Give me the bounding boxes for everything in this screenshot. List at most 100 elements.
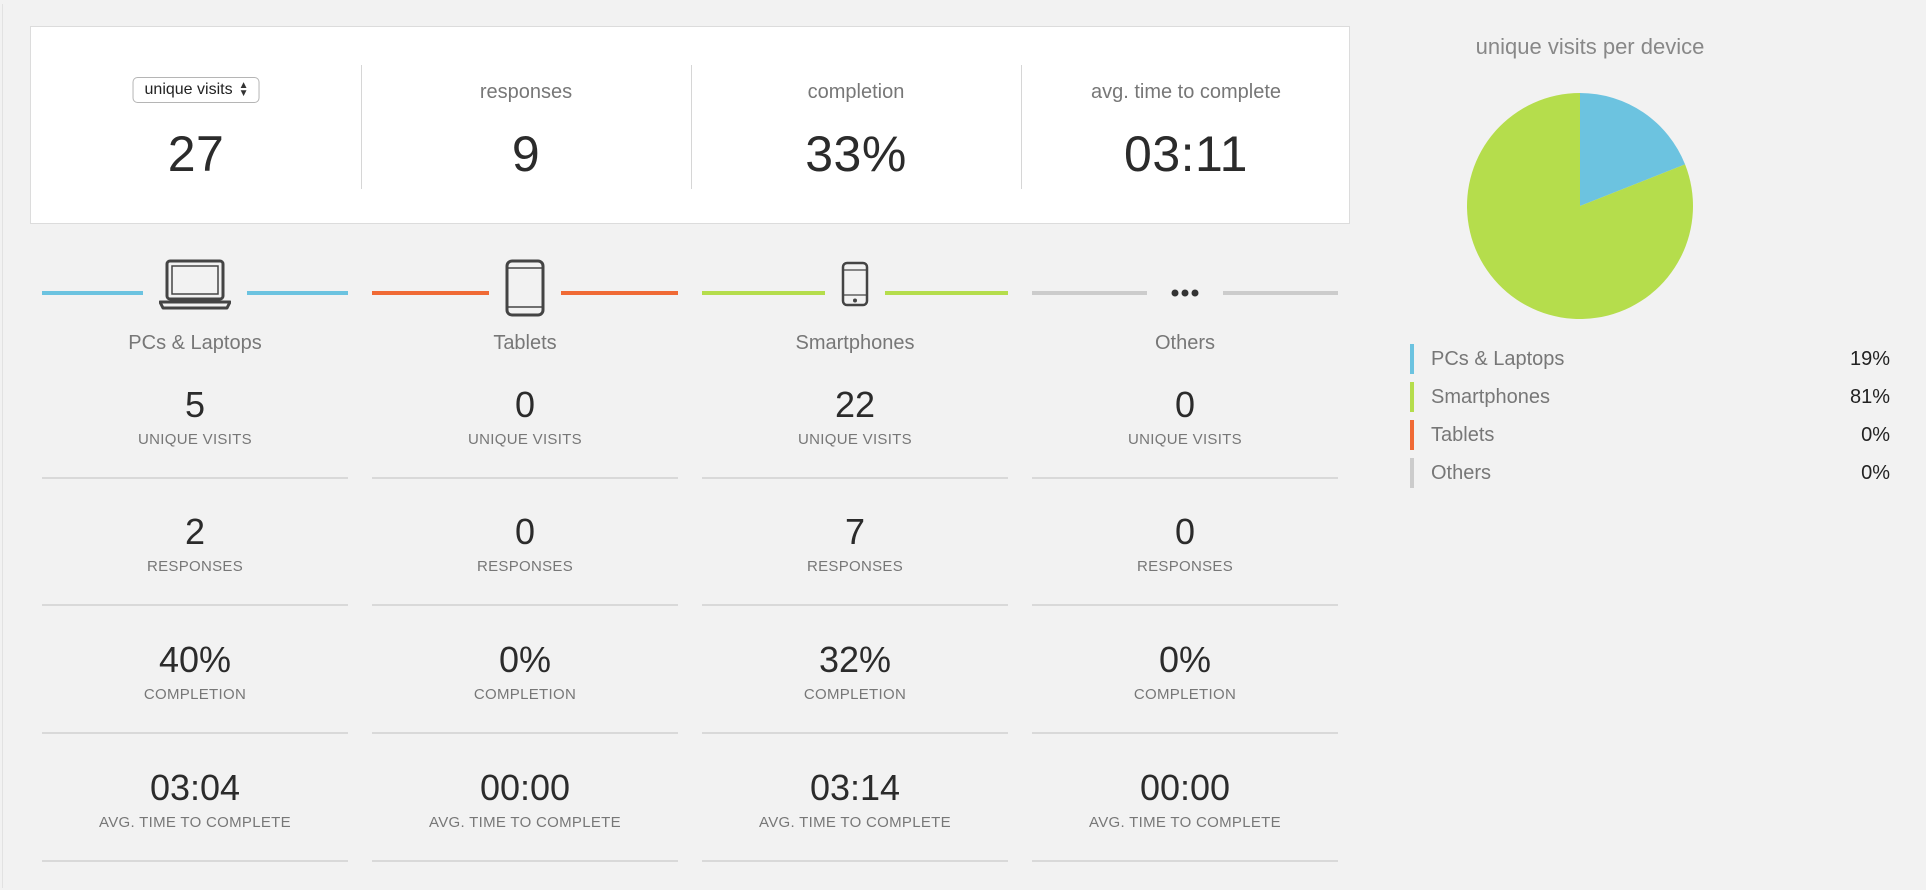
metric-value: 22 bbox=[834, 384, 876, 425]
device-metric-completion: 32% COMPLETION bbox=[702, 639, 1008, 734]
legend-value: 81% bbox=[1849, 386, 1890, 408]
metric-value: 0% bbox=[498, 639, 552, 680]
device-name: Others bbox=[1154, 332, 1216, 354]
metric-caption: AVG. TIME TO COMPLETE bbox=[99, 814, 291, 831]
metric-divider bbox=[1032, 477, 1338, 479]
metric-value: 0% bbox=[1158, 639, 1212, 680]
device-color-line bbox=[1223, 291, 1338, 295]
metric-divider bbox=[372, 732, 678, 734]
metric-divider bbox=[372, 477, 678, 479]
chart-legend: PCs & Laptops 19% Smartphones 81% Tablets 0% O… bbox=[1410, 342, 1890, 494]
device-metric-responses: 7 RESPONSES bbox=[702, 512, 1008, 606]
device-metric-completion: 0% COMPLETION bbox=[1032, 639, 1338, 734]
device-column-tablets: Tablets bbox=[372, 252, 678, 354]
summary-responses-label: responses bbox=[479, 81, 573, 103]
pie-slice-pcs-laptops bbox=[1580, 93, 1686, 206]
metric-divider bbox=[372, 860, 678, 862]
summary-avg-time-value: 03:11 bbox=[1124, 126, 1248, 182]
metric-caption: AVG. TIME TO COMPLETE bbox=[1089, 814, 1281, 831]
select-arrows-icon: ▲ ▼ bbox=[238, 79, 249, 99]
metric-divider bbox=[702, 477, 1008, 479]
metric-value: 00:00 bbox=[479, 767, 571, 808]
device-column-pcs-laptops: PCs & Laptops bbox=[42, 252, 348, 354]
device-color-line bbox=[561, 291, 678, 295]
summary-visits-value: 27 bbox=[167, 126, 225, 182]
summary-divider bbox=[1021, 65, 1022, 189]
metric-caption: RESPONSES bbox=[806, 558, 904, 575]
device-metric-completion: 40% COMPLETION bbox=[42, 639, 348, 734]
summary-visits: unique visits ▲ ▼ 27 bbox=[31, 27, 361, 223]
device-column-smartphones: Smartphones bbox=[702, 252, 1008, 354]
device-color-line bbox=[702, 291, 825, 295]
metric-caption: COMPLETION bbox=[473, 686, 577, 703]
legend-value: 0% bbox=[1861, 424, 1890, 446]
legend-swatch bbox=[1410, 420, 1414, 450]
device-icon-row bbox=[42, 252, 348, 332]
metric-value: 0 bbox=[1174, 511, 1196, 552]
device-color-line bbox=[247, 291, 348, 295]
legend-swatch bbox=[1410, 458, 1414, 488]
summary-avg-time-label: avg. time to complete bbox=[1090, 81, 1282, 103]
metric-divider bbox=[1032, 604, 1338, 606]
metric-caption: RESPONSES bbox=[476, 558, 574, 575]
legend-item-tablets: Tablets 0% bbox=[1410, 418, 1890, 456]
summary-divider bbox=[361, 65, 362, 189]
summary-completion-value: 33% bbox=[805, 126, 907, 182]
metric-divider bbox=[42, 732, 348, 734]
smartphone-icon bbox=[841, 261, 869, 312]
metric-caption: UNIQUE VISITS bbox=[138, 431, 252, 448]
device-column-others: Others bbox=[1032, 252, 1338, 354]
device-metric-avg-time: 00:00 AVG. TIME TO COMPLETE bbox=[372, 767, 678, 862]
metric-caption: RESPONSES bbox=[1136, 558, 1234, 575]
metric-value: 0 bbox=[514, 511, 536, 552]
metric-divider bbox=[702, 604, 1008, 606]
legend-value: 0% bbox=[1861, 462, 1890, 484]
metric-caption: AVG. TIME TO COMPLETE bbox=[759, 814, 951, 831]
metric-caption: COMPLETION bbox=[803, 686, 907, 703]
legend-label: Others bbox=[1431, 462, 1492, 484]
device-metric-unique-visits: 22 UNIQUE VISITS bbox=[702, 384, 1008, 479]
legend-item-others: Others 0% bbox=[1410, 456, 1890, 494]
device-color-line bbox=[372, 291, 489, 295]
summary-card: unique visits ▲ ▼ 27 responses 9 completio… bbox=[30, 26, 1350, 224]
metric-value: 03:14 bbox=[809, 767, 901, 808]
device-icon-row bbox=[372, 252, 678, 332]
device-name: PCs & Laptops bbox=[128, 332, 262, 354]
metric-divider bbox=[702, 860, 1008, 862]
summary-divider bbox=[691, 65, 692, 189]
metric-divider bbox=[42, 477, 348, 479]
metric-select[interactable]: unique visits ▲ ▼ bbox=[132, 77, 260, 103]
metric-caption: RESPONSES bbox=[146, 558, 244, 575]
device-metric-responses: 0 RESPONSES bbox=[1032, 511, 1338, 606]
device-metric-responses: 0 RESPONSES bbox=[372, 511, 678, 606]
legend-label: Smartphones bbox=[1431, 386, 1550, 408]
metric-caption: UNIQUE VISITS bbox=[468, 431, 582, 448]
device-icon-row bbox=[1032, 252, 1338, 332]
legend-swatch bbox=[1410, 344, 1414, 374]
device-metric-avg-time: 00:00 AVG. TIME TO COMPLETE bbox=[1032, 767, 1338, 862]
metric-caption: AVG. TIME TO COMPLETE bbox=[429, 814, 621, 831]
metric-caption: UNIQUE VISITS bbox=[798, 431, 912, 448]
metric-value: 00:00 bbox=[1139, 767, 1231, 808]
legend-item-smartphones: Smartphones 81% bbox=[1410, 380, 1890, 418]
device-name: Tablets bbox=[493, 332, 557, 354]
metric-value: 0 bbox=[1174, 384, 1196, 425]
metric-divider bbox=[42, 860, 348, 862]
metric-value: 5 bbox=[184, 384, 206, 425]
summary-responses: responses 9 bbox=[361, 27, 691, 223]
device-metric-avg-time: 03:04 AVG. TIME TO COMPLETE bbox=[42, 768, 348, 862]
metric-value: 40% bbox=[158, 639, 232, 680]
metric-caption: UNIQUE VISITS bbox=[1128, 431, 1242, 448]
metric-divider bbox=[702, 732, 1008, 734]
device-metric-avg-time: 03:14 AVG. TIME TO COMPLETE bbox=[702, 767, 1008, 862]
device-metric-completion: 0% COMPLETION bbox=[372, 639, 678, 734]
laptop-icon bbox=[158, 259, 232, 316]
metric-caption: COMPLETION bbox=[1133, 686, 1237, 703]
metric-divider bbox=[1032, 860, 1338, 862]
summary-responses-value: 9 bbox=[511, 126, 541, 182]
device-color-line bbox=[885, 291, 1008, 295]
metric-value: 32% bbox=[818, 639, 892, 680]
device-metric-responses: 2 RESPONSES bbox=[42, 512, 348, 606]
device-metric-unique-visits: 0 UNIQUE VISITS bbox=[1032, 384, 1338, 479]
legend-swatch bbox=[1410, 382, 1414, 412]
